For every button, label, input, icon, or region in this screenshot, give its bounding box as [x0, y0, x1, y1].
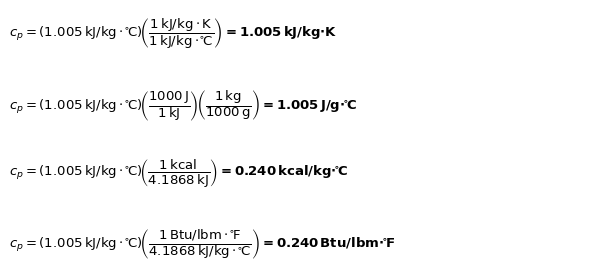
Text: $c_p = (1.005\,\mathrm{kJ/kg \cdot \!{}^{\circ}\!C})\!\left(\dfrac{1\,\mathrm{Bt: $c_p = (1.005\,\mathrm{kJ/kg \cdot \!{}^… [9, 227, 395, 261]
Text: $c_p = (1.005\,\mathrm{kJ/kg \cdot \!{}^{\circ}\!C})\!\left(\dfrac{1\,\mathrm{kc: $c_p = (1.005\,\mathrm{kJ/kg \cdot \!{}^… [9, 157, 349, 189]
Text: $c_p = (1.005\,\mathrm{kJ/kg \cdot \!{}^{\circ}\!C})\!\left(\dfrac{1\,\mathrm{kJ: $c_p = (1.005\,\mathrm{kJ/kg \cdot \!{}^… [9, 17, 337, 51]
Text: $c_p = (1.005\,\mathrm{kJ/kg \cdot \!{}^{\circ}\!C})\!\left(\dfrac{1000\,\mathrm: $c_p = (1.005\,\mathrm{kJ/kg \cdot \!{}^… [9, 88, 357, 123]
